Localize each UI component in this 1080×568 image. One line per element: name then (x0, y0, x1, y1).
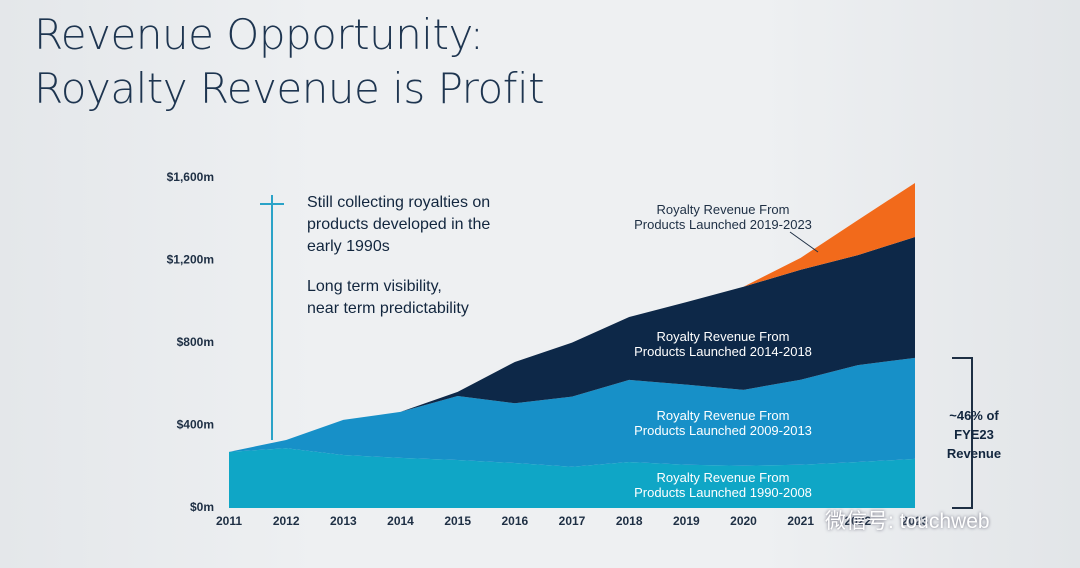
title-line: Royalty Revenue is Profit (34, 64, 545, 113)
title-line: Revenue Opportunity: (34, 10, 484, 59)
area (229, 357, 915, 467)
series-label: Royalty Revenue From Products Launched 2… (634, 329, 812, 359)
area (229, 448, 915, 508)
bracket (952, 357, 973, 509)
bracket-note: ~46% of FYE23 Revenue (946, 408, 1002, 461)
x-tick-label: 2022 (844, 514, 871, 528)
series-label: Royalty Revenue From Products Launched 2… (634, 202, 812, 232)
x-tick-label: 2016 (501, 514, 528, 528)
y-tick-label: $1,600m (167, 170, 214, 184)
x-tick-label: 2023 (902, 514, 929, 528)
y-tick-label: $0m (190, 500, 214, 514)
area (229, 236, 915, 452)
watermark: 微信号: touchweb (825, 510, 990, 533)
y-tick-label: $1,200m (167, 253, 214, 267)
series-label: Royalty Revenue From Products Launched 1… (634, 470, 812, 500)
x-tick-label: 2017 (559, 514, 586, 528)
x-tick-label: 2019 (673, 514, 700, 528)
x-tick-label: 2011 (216, 514, 242, 528)
x-tick-label: 2021 (787, 514, 814, 528)
annotation: Still collecting royalties on products d… (307, 194, 491, 255)
annotation: Long term visibility, near term predicta… (307, 278, 469, 317)
x-tick-label: 2014 (387, 514, 414, 528)
x-tick-label: 2018 (616, 514, 643, 528)
y-tick-label: $800m (177, 335, 214, 349)
series-label: Royalty Revenue From Products Launched 2… (634, 408, 812, 438)
y-tick-label: $400m (177, 418, 214, 432)
x-tick-label: 2015 (444, 514, 471, 528)
x-tick-label: 2013 (330, 514, 357, 528)
x-tick-label: 2012 (273, 514, 300, 528)
x-tick-label: 2020 (730, 514, 757, 528)
label-pointer (789, 231, 819, 253)
